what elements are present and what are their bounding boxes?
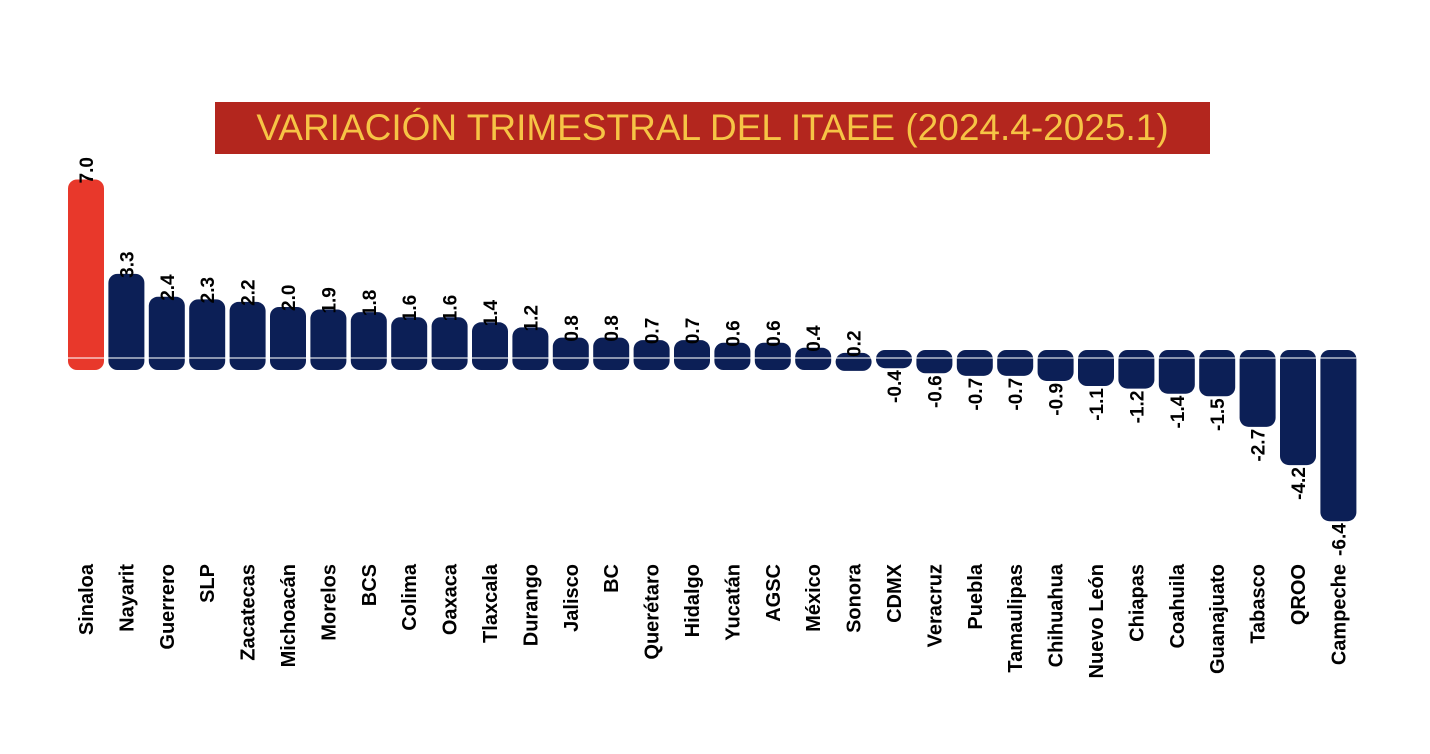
value-label: 2.4 [158, 274, 179, 301]
value-label: 0.2 [845, 330, 866, 356]
bar-slp [189, 299, 226, 370]
category-label: Tlaxcala [480, 563, 502, 643]
bar-durango [512, 327, 549, 370]
value-label: 2.2 [239, 279, 260, 305]
bar-chihuahua [1037, 350, 1074, 381]
bar-méxico [795, 347, 832, 370]
bar-tlaxcala [472, 322, 508, 370]
category-label: México [803, 564, 825, 632]
bar-puebla [956, 350, 993, 376]
category-label: Veracruz [924, 564, 946, 647]
value-label: -6.4 [1329, 523, 1350, 556]
category-label: Morelos [318, 564, 340, 641]
value-label: 0.8 [562, 315, 583, 341]
category-label: Nuevo León [1086, 564, 1108, 678]
category-label: Campeche [1328, 564, 1350, 665]
bar-guanajuato [1199, 350, 1236, 397]
bar-chiapas [1118, 350, 1155, 389]
bar-cdmx [876, 350, 912, 369]
value-label: -1.4 [1168, 395, 1189, 428]
category-label: Durango [520, 564, 542, 646]
category-label: Nayarit [116, 564, 138, 632]
bar-campeche [1320, 350, 1357, 522]
category-label: CDMX [884, 563, 906, 623]
bar-sinaloa [68, 179, 104, 370]
category-label: Tamaulipas [1005, 564, 1027, 673]
value-label: -0.6 [925, 375, 946, 408]
value-label: -1.5 [1208, 398, 1229, 431]
category-label: Sonora [844, 563, 866, 633]
value-label: 0.7 [683, 318, 704, 344]
value-label: 2.0 [279, 285, 300, 311]
bar-colima [391, 317, 428, 370]
value-label: -1.2 [1127, 391, 1148, 424]
category-label: Sinaloa [76, 563, 98, 635]
value-label: 1.2 [521, 305, 542, 331]
value-label: -0.9 [1047, 383, 1068, 416]
bar-nayarit [108, 273, 145, 370]
chart-title-box: VARIACIÓN TRIMESTRAL DEL ITAEE (2024.4-2… [215, 102, 1210, 154]
category-label: Chihuahua [1046, 563, 1068, 667]
category-label: Coahuila [1167, 563, 1189, 648]
value-label: 3.3 [117, 251, 138, 277]
value-label: 2.3 [198, 277, 219, 303]
value-label: 1.9 [319, 287, 340, 313]
value-label: 0.4 [804, 325, 825, 352]
bar-yucatán [714, 342, 751, 370]
category-label: Colima [399, 563, 421, 631]
category-label: Michoacán [278, 564, 300, 667]
category-label: Querétaro [642, 564, 664, 660]
category-label: Puebla [965, 563, 987, 629]
value-label: -2.7 [1249, 429, 1270, 462]
value-label: 1.6 [400, 295, 421, 321]
category-label: Zacatecas [238, 564, 260, 661]
category-label: Oaxaca [440, 563, 462, 635]
chart-title: VARIACIÓN TRIMESTRAL DEL ITAEE (2024.4-2… [256, 107, 1169, 148]
category-label: Guerrero [157, 564, 179, 650]
value-label: 0.7 [643, 318, 664, 344]
category-label: SLP [197, 564, 219, 603]
category-label: Chiapas [1126, 564, 1148, 642]
category-label: QROO [1288, 564, 1310, 625]
category-label: Tabasco [1248, 564, 1270, 644]
value-label: -0.7 [966, 378, 987, 411]
bar-zacatecas [229, 301, 266, 370]
value-label: 7.0 [77, 157, 98, 183]
bar-tabasco [1239, 350, 1276, 427]
bar-veracruz [916, 350, 953, 374]
category-label: Hidalgo [682, 564, 704, 637]
bar-hidalgo [674, 340, 710, 370]
bar-morelos [310, 309, 347, 370]
bar-coahuila [1158, 350, 1195, 394]
value-label: -4.2 [1289, 467, 1310, 500]
bar-michoacán [270, 307, 306, 370]
value-label: -0.4 [885, 370, 906, 403]
category-label: BC [601, 564, 623, 593]
bar-guerrero [148, 296, 185, 370]
value-label: 1.6 [441, 295, 462, 321]
value-label: 0.6 [723, 320, 744, 346]
category-label: Yucatán [722, 564, 744, 641]
value-label: 0.8 [602, 315, 623, 341]
bar-jalisco [552, 337, 589, 370]
category-label: Guanajuato [1207, 564, 1229, 674]
value-label: -0.7 [1006, 378, 1027, 411]
bar-tamaulipas [997, 350, 1034, 376]
value-label: 0.6 [764, 320, 785, 346]
category-label: Jalisco [561, 564, 583, 632]
category-label: AGSC [763, 564, 785, 622]
bar-oaxaca [431, 317, 468, 370]
bar-nuevo-león [1078, 350, 1114, 387]
bar-agsc [754, 342, 791, 370]
bar-bcs [350, 312, 387, 370]
bar-querétaro [633, 340, 670, 370]
value-label: -1.1 [1087, 388, 1108, 421]
category-label: BCS [359, 564, 381, 606]
value-label: 1.8 [360, 290, 381, 316]
value-label: 1.4 [481, 299, 502, 326]
bar-qroo [1280, 350, 1316, 466]
bar-bc [593, 337, 630, 370]
